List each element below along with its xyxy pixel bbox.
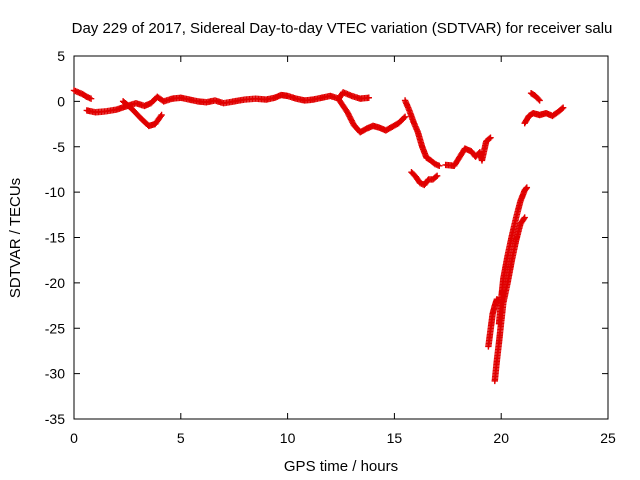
- x-tick-label: 5: [177, 430, 185, 446]
- x-tick-label: 15: [387, 430, 403, 446]
- data-point: [520, 215, 528, 223]
- y-tick-label: -30: [45, 366, 65, 382]
- data-point: [158, 111, 165, 119]
- data-point: [522, 185, 530, 192]
- y-tick-label: 5: [57, 48, 65, 64]
- y-axis-ticks: 5 0 -5 -10 -15 -20 -25 -30 -35: [45, 48, 608, 427]
- y-tick-label: -25: [45, 320, 65, 336]
- data-point: [559, 104, 567, 111]
- y-axis-label: SDTVAR / TECUs: [7, 178, 24, 298]
- y-tick-label: -15: [45, 230, 65, 246]
- x-axis-ticks: 0 5 10 15 20 25: [70, 56, 616, 446]
- data-point: [536, 97, 543, 104]
- data-point: [157, 113, 164, 120]
- data-point: [521, 214, 528, 221]
- data-point: [365, 94, 372, 101]
- plot-area-frame: [73, 55, 609, 420]
- data-point: [400, 114, 408, 122]
- data-series: [70, 87, 567, 385]
- x-tick-label: 10: [280, 430, 296, 446]
- chart-title: Day 229 of 2017, Sidereal Day-to-day VTE…: [72, 20, 613, 37]
- data-point: [87, 95, 95, 102]
- data-point: [433, 172, 441, 179]
- data-point: [558, 105, 566, 112]
- data-point: [436, 162, 443, 170]
- x-tick-label: 0: [70, 430, 78, 446]
- y-tick-label: -20: [45, 275, 65, 291]
- data-point: [401, 113, 409, 121]
- x-axis-label: GPS time / hours: [284, 458, 398, 475]
- x-tick-label: 20: [493, 430, 509, 446]
- data-point: [487, 134, 494, 141]
- y-tick-label: -5: [53, 139, 66, 155]
- x-tick-label: 25: [600, 430, 616, 446]
- y-tick-label: -10: [45, 184, 65, 200]
- y-tick-label: 0: [57, 93, 65, 109]
- y-tick-label: -35: [45, 411, 65, 427]
- data-point: [432, 173, 440, 180]
- data-point: [486, 135, 493, 142]
- data-point: [523, 184, 531, 191]
- data-point: [535, 96, 542, 103]
